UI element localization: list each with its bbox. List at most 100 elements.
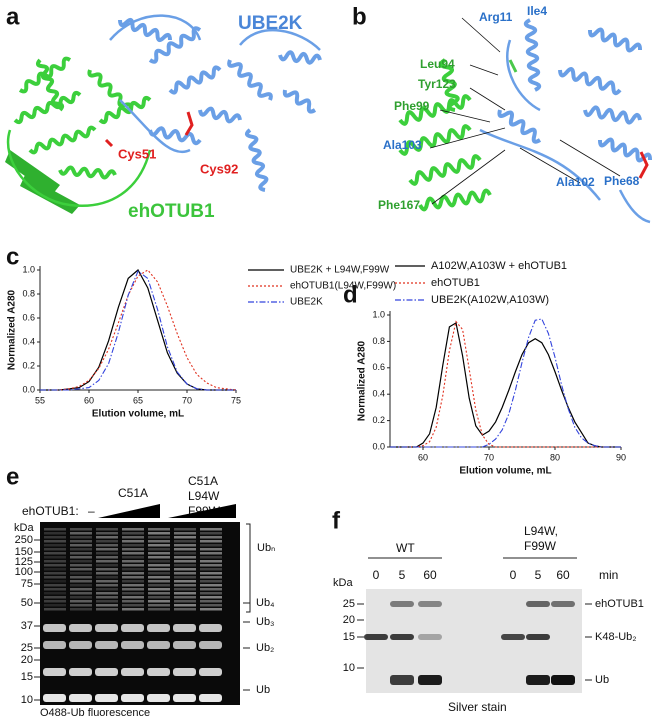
gel-smear bbox=[44, 572, 66, 575]
marker-label: 75 bbox=[21, 578, 33, 590]
gel-smear bbox=[200, 568, 222, 571]
gel-smear bbox=[200, 588, 222, 591]
group-label: L94W bbox=[188, 489, 220, 503]
gel-smear bbox=[122, 584, 144, 587]
gel-smear bbox=[174, 604, 196, 607]
gel-band bbox=[551, 601, 575, 607]
structure-a bbox=[5, 14, 322, 214]
marker-label: 10 bbox=[343, 662, 355, 674]
bracket bbox=[246, 523, 251, 613]
gel-band bbox=[69, 668, 92, 676]
coil bbox=[479, 39, 651, 224]
gel-smear bbox=[70, 576, 92, 579]
residue-label: Cys51 bbox=[118, 146, 156, 161]
x-tick-label: 70 bbox=[182, 395, 192, 405]
gel-smear bbox=[122, 604, 144, 607]
gel-smear bbox=[44, 560, 66, 563]
gel-smear bbox=[44, 556, 66, 559]
gel-smear bbox=[96, 592, 118, 595]
gel-band bbox=[551, 675, 575, 685]
gel-smear bbox=[148, 556, 170, 559]
leader-line bbox=[429, 127, 506, 149]
series-line bbox=[390, 320, 621, 448]
leader-line bbox=[559, 139, 621, 177]
gel-smear bbox=[96, 536, 118, 539]
gel-smear bbox=[44, 536, 66, 539]
legend-label: UBE2K(A102W,A103W) bbox=[431, 294, 549, 306]
gel-band bbox=[147, 668, 170, 676]
gel-band bbox=[69, 641, 92, 649]
gel-band bbox=[199, 641, 222, 649]
gel-smear bbox=[148, 564, 170, 567]
gel-smear bbox=[122, 588, 144, 591]
gel-smear bbox=[148, 532, 170, 535]
gel-smear bbox=[70, 596, 92, 599]
gel-smear bbox=[96, 552, 118, 555]
gel-smear bbox=[96, 556, 118, 559]
gel-band bbox=[173, 668, 196, 676]
x-tick-label: 60 bbox=[84, 395, 94, 405]
helix bbox=[588, 27, 642, 53]
x-tick-label: 55 bbox=[35, 395, 45, 405]
gel-smear bbox=[122, 536, 144, 539]
gel-band bbox=[173, 694, 196, 702]
gel-smear bbox=[122, 568, 144, 571]
gel-smear bbox=[44, 588, 66, 591]
gel-smear bbox=[174, 548, 196, 551]
gel-band bbox=[173, 641, 196, 649]
residue-label: Ala103 bbox=[383, 138, 422, 152]
gel-smear bbox=[122, 592, 144, 595]
gel-smear bbox=[122, 552, 144, 555]
cys-sidechain bbox=[184, 111, 194, 136]
gel-smear bbox=[148, 576, 170, 579]
sidechain bbox=[508, 59, 518, 73]
gel-smear bbox=[148, 540, 170, 543]
residue-label: Cys92 bbox=[200, 161, 238, 176]
time-label: 0 bbox=[373, 568, 380, 582]
gel-smear bbox=[96, 544, 118, 547]
y-tick-label: 0.8 bbox=[22, 288, 35, 298]
gel-smear bbox=[44, 552, 66, 555]
gel-smear bbox=[174, 608, 196, 611]
x-tick-label: 90 bbox=[616, 452, 626, 462]
kda-label: kDa bbox=[14, 522, 34, 534]
gel-smear bbox=[44, 580, 66, 583]
gel-band bbox=[526, 634, 550, 640]
gel-smear bbox=[174, 532, 196, 535]
gel-smear bbox=[200, 540, 222, 543]
gel-smear bbox=[148, 600, 170, 603]
helix bbox=[118, 17, 172, 43]
gel-band bbox=[43, 694, 66, 702]
helix bbox=[87, 69, 133, 111]
gel-smear bbox=[122, 532, 144, 535]
gel-smear bbox=[122, 528, 144, 531]
structure-b bbox=[398, 17, 652, 224]
gel-smear bbox=[70, 544, 92, 547]
gel-smear bbox=[70, 536, 92, 539]
panel-label: b bbox=[352, 3, 367, 30]
helix bbox=[598, 137, 652, 163]
group-label: F99W bbox=[524, 539, 557, 553]
gel-band bbox=[147, 641, 170, 649]
gel-smear bbox=[70, 564, 92, 567]
gel-smear bbox=[148, 592, 170, 595]
gel-smear bbox=[96, 580, 118, 583]
marker-label: 37 bbox=[21, 620, 33, 632]
gel-smear bbox=[44, 544, 66, 547]
cys-sidechain bbox=[104, 138, 114, 148]
panel-label: e bbox=[6, 463, 19, 490]
gel-smear bbox=[174, 540, 196, 543]
y-tick-label: 0.2 bbox=[372, 415, 385, 425]
legend-label: UBE2K + L94W,F99W bbox=[290, 265, 390, 276]
gel-band bbox=[199, 668, 222, 676]
gel-band bbox=[147, 694, 170, 702]
gel-smear bbox=[148, 572, 170, 575]
gel-smear bbox=[122, 564, 144, 567]
gel-smear bbox=[96, 564, 118, 567]
gel-smear bbox=[174, 544, 196, 547]
gel-smear bbox=[122, 556, 144, 559]
band-label: Ub₂ bbox=[256, 642, 274, 654]
time-label: 60 bbox=[556, 568, 570, 582]
helix bbox=[227, 59, 273, 101]
